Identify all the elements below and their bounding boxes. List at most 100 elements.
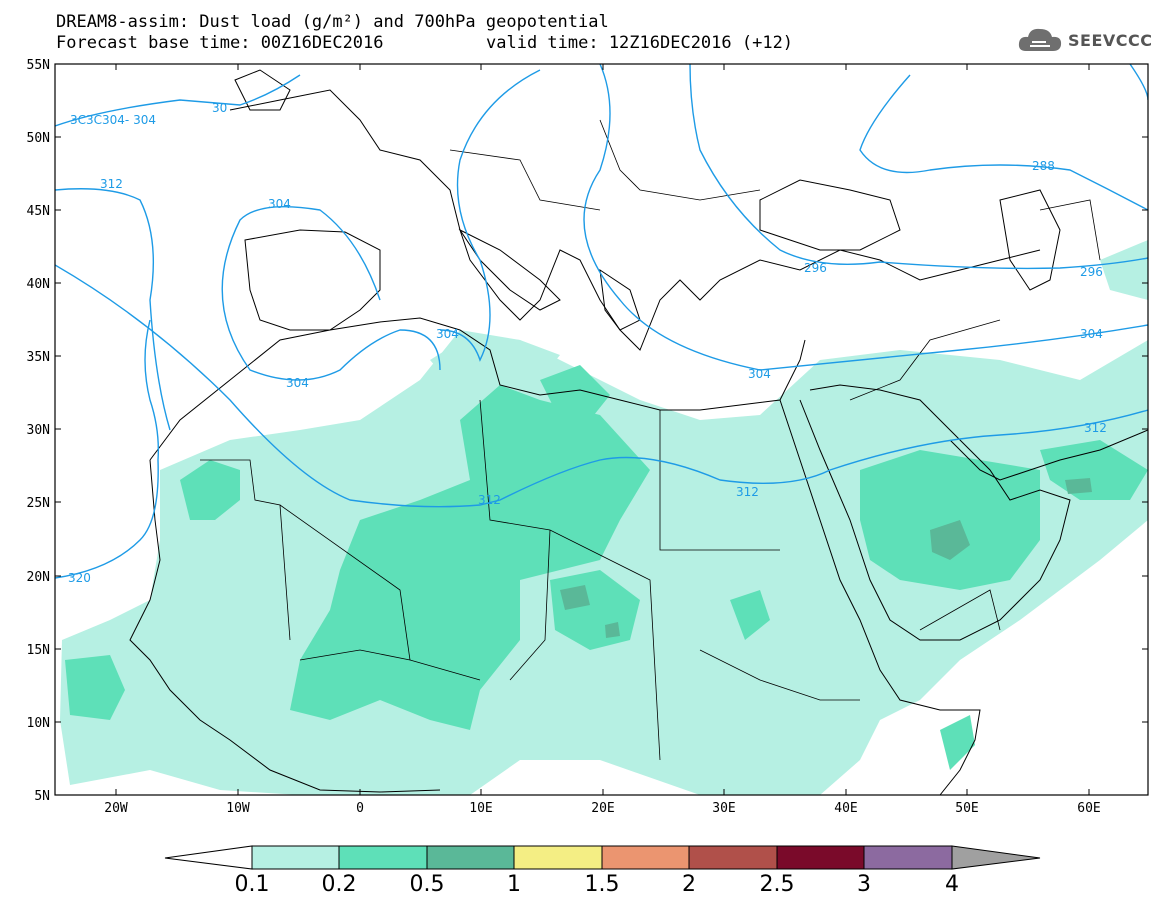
lat-label: 30N xyxy=(27,423,50,438)
contour-east-edge xyxy=(1129,64,1148,101)
lat-label: 20N xyxy=(27,570,50,585)
lat-label: 10N xyxy=(27,716,50,731)
border-12 xyxy=(449,149,601,211)
lon-label: 10E xyxy=(469,801,492,816)
coast-greece xyxy=(599,268,641,331)
coastlines xyxy=(129,69,1148,795)
lon-label: 60E xyxy=(1077,801,1100,816)
coast-europe xyxy=(229,89,1041,351)
contour-312-west xyxy=(55,188,171,431)
axis-ticks xyxy=(55,63,1148,795)
colorbar-bin xyxy=(601,845,690,870)
coast-africa-north xyxy=(149,317,806,461)
colorbar xyxy=(164,845,1041,870)
logo-text: SEEVCCC xyxy=(1068,30,1153,50)
contour-312-southwest xyxy=(55,264,1148,508)
lat-label: 25N xyxy=(27,496,50,511)
contour-label: 304 xyxy=(1080,327,1103,341)
contour-288 xyxy=(859,74,1148,211)
contour-label: 30 xyxy=(212,101,227,115)
lon-label: 10W xyxy=(226,801,250,816)
lat-label: 45N xyxy=(27,204,50,219)
contour-label: 304 xyxy=(268,197,291,211)
lon-label: 40E xyxy=(834,801,857,816)
dust-area-arabia xyxy=(860,450,1040,590)
latitude-labels: 55N 50N 45N 40N 35N 30N 25N 20N 15N 10N … xyxy=(27,58,50,804)
dust-area-arabia-dark xyxy=(930,520,970,560)
colorbar-label: 1 xyxy=(507,872,521,897)
contour-label: 304 xyxy=(436,327,459,341)
dust-area-east-light xyxy=(1100,240,1148,300)
contour-label: 312 xyxy=(478,493,501,507)
colorbar-low-arrow xyxy=(164,845,253,870)
colorbar-bin xyxy=(251,845,340,870)
colorbar-bin xyxy=(426,845,515,870)
contour-304-iberia xyxy=(221,206,441,381)
border-1 xyxy=(200,459,291,641)
border-7 xyxy=(849,319,1001,401)
country-borders xyxy=(200,119,1101,761)
dust-area-dark-small xyxy=(605,622,620,638)
colorbar-label: 4 xyxy=(945,872,959,897)
colorbar-label: 1.5 xyxy=(584,872,620,897)
dust-area-north-light xyxy=(430,335,560,395)
coast-arabia xyxy=(799,384,1071,641)
contour-304-north xyxy=(55,74,301,127)
dust-area-chad-dark xyxy=(560,585,590,610)
colorbar-bin xyxy=(338,845,428,870)
colorbar-label: 0.2 xyxy=(321,872,357,897)
dust-area-gulf-dark xyxy=(1065,478,1092,494)
coast-persiangulf xyxy=(949,429,1148,481)
contour-label: 288 xyxy=(1032,159,1055,173)
border-10 xyxy=(699,649,860,701)
colorbar-bin xyxy=(863,845,953,870)
contour-label: 320 xyxy=(68,571,91,585)
colorbar-bin xyxy=(688,845,778,870)
border-6 xyxy=(299,649,481,681)
lon-label: 30E xyxy=(712,801,735,816)
lat-label: 55N xyxy=(27,58,50,73)
coast-caspian xyxy=(999,189,1061,291)
colorbar-high-arrow xyxy=(951,845,1041,870)
coast-britain xyxy=(234,69,291,111)
lon-label: 20W xyxy=(104,801,128,816)
lat-label: 40N xyxy=(27,277,50,292)
contour-label: 312 xyxy=(736,485,759,499)
dust-area-somalia xyxy=(940,715,975,770)
contour-label: 312 xyxy=(100,177,123,191)
colorbar-label: 2 xyxy=(682,872,696,897)
dust-field xyxy=(60,240,1148,795)
lon-label: 20E xyxy=(591,801,614,816)
seevccc-logo: SEEVCCC xyxy=(1016,22,1153,58)
coast-africa-west xyxy=(129,459,441,793)
dust-area-libya xyxy=(540,365,610,420)
cloud-icon xyxy=(1018,28,1062,51)
geopotential-contours xyxy=(55,64,1148,579)
colorbar-label: 0.5 xyxy=(409,872,445,897)
contour-label: 296 xyxy=(804,261,827,275)
contour-304-central xyxy=(439,69,541,362)
contour-label: 304 xyxy=(286,376,309,390)
coast-iberia xyxy=(244,229,381,331)
forecast-base-time: Forecast base time: 00Z16DEC2016 xyxy=(56,33,384,53)
border-4 xyxy=(659,410,780,551)
contour-label: 3C3C304- 304 xyxy=(70,113,156,127)
dust-area-westsahara xyxy=(180,460,240,520)
valid-time: valid time: 12Z16DEC2016 (+12) xyxy=(486,33,794,53)
coast-redsea-west xyxy=(779,399,981,795)
coast-blacksea xyxy=(759,179,901,251)
contour-label: 304 xyxy=(748,367,771,381)
colorbar-bin xyxy=(776,845,865,870)
lat-label: 15N xyxy=(27,643,50,658)
border-11 xyxy=(599,119,761,201)
dust-area-atlantic xyxy=(65,655,125,720)
lat-label: 35N xyxy=(27,350,50,365)
colorbar-label: 0.1 xyxy=(234,872,270,897)
contour-label: 296 xyxy=(1080,265,1103,279)
colorbar-label: 3 xyxy=(857,872,871,897)
longitude-labels: 20W 10W 0 10E 20E 30E 40E 50E 60E xyxy=(104,801,1100,816)
contour-label: 312 xyxy=(1084,421,1107,435)
colorbar-label: 2.5 xyxy=(759,872,795,897)
lon-label: 50E xyxy=(955,801,978,816)
